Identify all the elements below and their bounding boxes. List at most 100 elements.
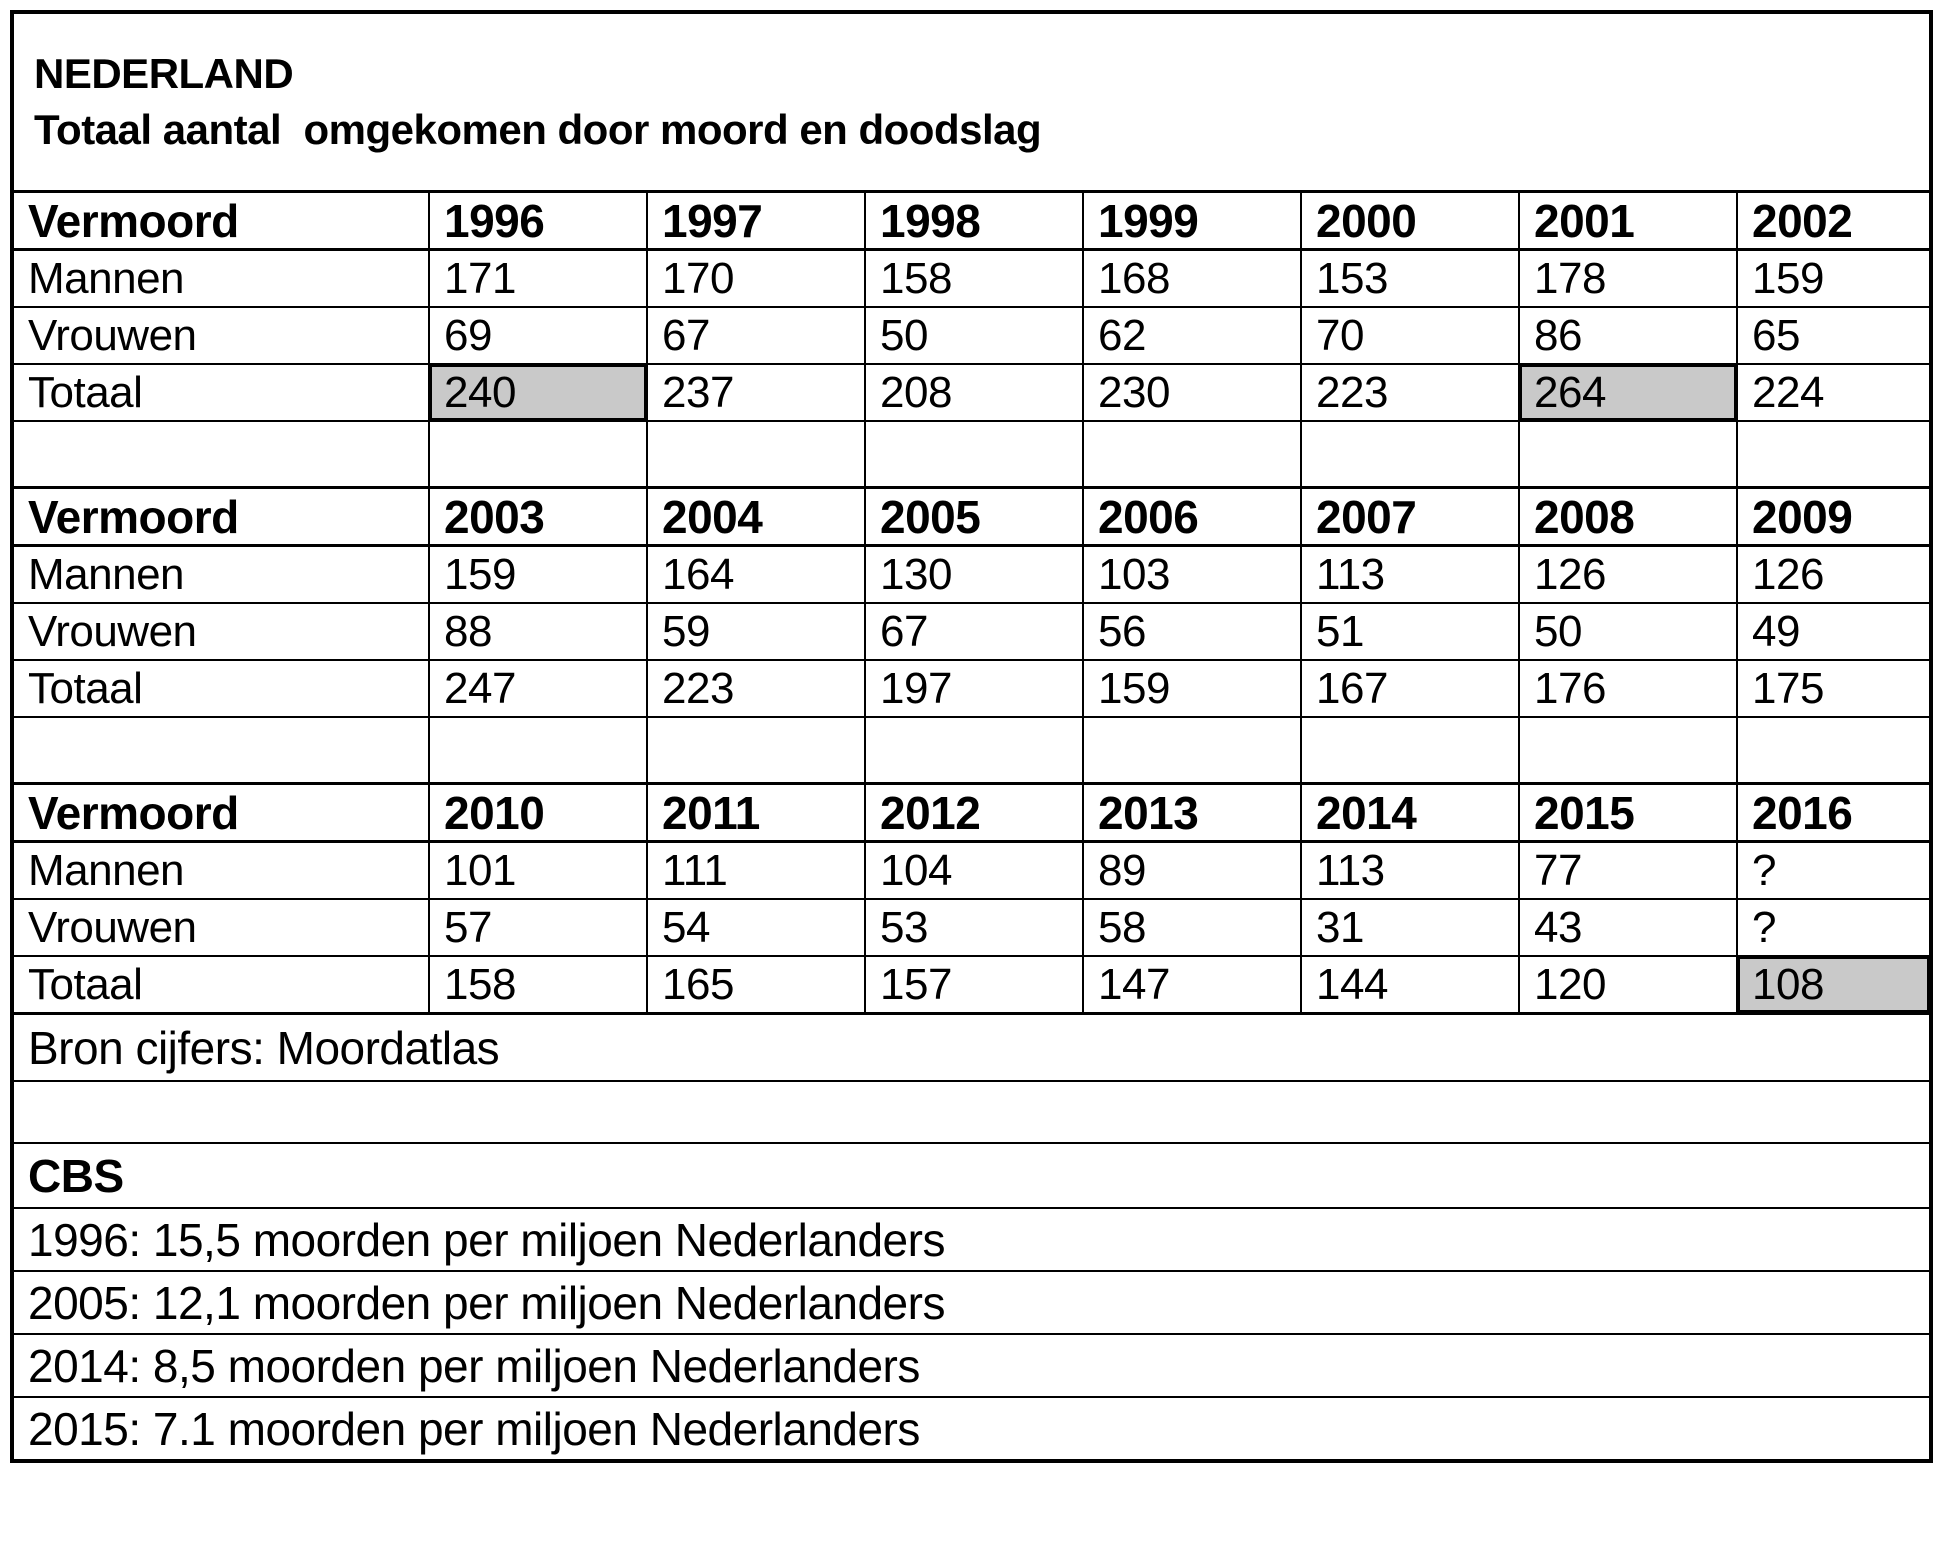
year-header-cell: 2005 — [864, 486, 1084, 547]
value-cell: 113 — [1300, 544, 1520, 604]
table-row-vrouwen: Vrouwen 88 59 67 56 51 50 49 — [11, 602, 1933, 661]
value-cell: 153 — [1300, 248, 1520, 308]
sheet-title: NEDERLAND — [34, 50, 294, 97]
block-header-label: Vermoord — [11, 782, 430, 843]
value-cell: 54 — [646, 898, 866, 957]
year-header-cell: 2011 — [646, 782, 866, 843]
value-cell: 86 — [1518, 306, 1738, 365]
table-row-totaal: Totaal 240 237 208 230 223 264 224 — [11, 363, 1933, 422]
value-cell: 159 — [1735, 248, 1933, 308]
table-row-mannen: Mannen 101 111 104 89 113 77? — [11, 840, 1933, 900]
value-cell: 89 — [1082, 840, 1302, 900]
year-header-cell: 2001 — [1518, 190, 1738, 251]
value-cell: 56 — [1082, 602, 1302, 661]
value-cell: 103 — [1082, 544, 1302, 604]
value-cell: 111 — [646, 840, 866, 900]
value-cell: 164 — [646, 544, 866, 604]
year-header-cell: 2003 — [428, 486, 648, 547]
value-cell: 237 — [646, 363, 866, 422]
spacer-cell — [646, 716, 866, 785]
row-label: Totaal — [11, 659, 430, 718]
spacer-cell — [1735, 420, 1933, 489]
table-row-mannen: Mannen 159 164 130 103 113 126 126 — [11, 544, 1933, 604]
sheet-subtitle: Totaal aantal omgekomen door moord en do… — [34, 106, 1042, 153]
value-cell: 165 — [646, 955, 866, 1015]
table-row-vrouwen: Vrouwen 57 54 53 58 31 43? — [11, 898, 1933, 957]
data-blocks-section: Vermoord 1996 1997 1998 1999 2000 2001 2002 Mann… — [11, 190, 1933, 1015]
row-label: Vrouwen — [11, 602, 430, 661]
value-cell: 170 — [646, 248, 866, 308]
value-cell: 224 — [1735, 363, 1933, 422]
year-header-cell: 2015 — [1518, 782, 1738, 843]
spacer-cell — [1518, 716, 1738, 785]
row-label: Vrouwen — [11, 898, 430, 957]
value-cell: 67 — [864, 602, 1084, 661]
value-cell: 67 — [646, 306, 866, 365]
row-label: Vrouwen — [11, 306, 430, 365]
value-cell: 31 — [1300, 898, 1520, 957]
value-cell: 167 — [1300, 659, 1520, 718]
value-cell: 223 — [646, 659, 866, 718]
title-cell: NEDERLAND Totaal aantal omgekomen door m… — [10, 11, 1933, 193]
value-cell: 247 — [428, 659, 648, 718]
empty-cell — [10, 1080, 1933, 1144]
value-cell: 159 — [1082, 659, 1302, 718]
spacer-cell — [428, 420, 648, 489]
cbs-stat-2015: 2015: 7.1 moorden per miljoen Nederlande… — [10, 1396, 1933, 1462]
value-cell: 158 — [428, 955, 648, 1015]
cbs-stat-row-2005: 2005: 12,1 moorden per miljoen Nederland… — [10, 1270, 1933, 1335]
cbs-stat-row-2015: 2015: 7.1 moorden per miljoen Nederlande… — [10, 1396, 1933, 1462]
year-header-cell: 2016 — [1735, 782, 1933, 843]
value-cell: 168 — [1082, 248, 1302, 308]
block-header-label: Vermoord — [11, 190, 430, 251]
source-note: Bron cijfers: Moordatlas — [10, 1012, 1933, 1082]
value-cell: 230 — [1082, 363, 1302, 422]
title-row: NEDERLAND Totaal aantal omgekomen door m… — [10, 11, 1933, 193]
spacer-row — [11, 420, 1933, 489]
table-row-totaal: Totaal 247 223 197 159 167 176 175 — [11, 659, 1933, 718]
spacer-cell — [1735, 716, 1933, 785]
row-label: Totaal — [11, 955, 430, 1015]
value-cell: 104 — [864, 840, 1084, 900]
value-cell: 144 — [1300, 955, 1520, 1015]
year-header-cell: 2002 — [1735, 190, 1933, 251]
table-row-vrouwen: Vrouwen 69 67 50 62 70 86 65 — [11, 306, 1933, 365]
spacer-cell — [1300, 716, 1520, 785]
row-label: Mannen — [11, 544, 430, 604]
value-cell: 157 — [864, 955, 1084, 1015]
cbs-stat-2005: 2005: 12,1 moorden per miljoen Nederland… — [10, 1270, 1933, 1335]
spacer-cell — [428, 716, 648, 785]
year-header-cell: 2014 — [1300, 782, 1520, 843]
year-header-cell: 2007 — [1300, 486, 1520, 547]
value-cell: 43 — [1518, 898, 1738, 957]
year-header-cell: 2012 — [864, 782, 1084, 843]
value-cell: 176 — [1518, 659, 1738, 718]
value-cell: 120 — [1518, 955, 1738, 1015]
year-header-cell: 2004 — [646, 486, 866, 547]
value-cell: 101 — [428, 840, 648, 900]
value-cell: ? — [1735, 898, 1933, 957]
value-cell: 70 — [1300, 306, 1520, 365]
cbs-stat-2014: 2014: 8,5 moorden per miljoen Nederlande… — [10, 1333, 1933, 1398]
value-cell: 62 — [1082, 306, 1302, 365]
value-cell: 49 — [1735, 602, 1933, 661]
value-cell-highlighted: 240 — [428, 363, 648, 422]
year-header-cell: 1997 — [646, 190, 866, 251]
block-header-row: Vermoord 2010 2011 2012 2013 2014 2015 2016 — [11, 782, 1933, 843]
cbs-stat-row-2014: 2014: 8,5 moorden per miljoen Nederlande… — [10, 1333, 1933, 1398]
year-header-cell: 2006 — [1082, 486, 1302, 547]
statistics-sheet: NEDERLAND Totaal aantal omgekomen door m… — [10, 10, 1934, 1463]
cbs-stat-row-1996: 1996: 15,5 moorden per miljoen Nederland… — [10, 1207, 1933, 1272]
value-cell-highlighted: 264 — [1518, 363, 1738, 422]
value-cell-highlighted: 108 — [1735, 955, 1933, 1015]
table-row-mannen: Mannen 171 170 158 168 153 178 159 — [11, 248, 1933, 308]
year-header-cell: 2013 — [1082, 782, 1302, 843]
value-cell: 130 — [864, 544, 1084, 604]
value-cell: 69 — [428, 306, 648, 365]
murder-statistics-table: NEDERLAND Totaal aantal omgekomen door m… — [10, 10, 1934, 1463]
source-row: Bron cijfers: Moordatlas — [10, 1012, 1933, 1082]
year-header-cell: 2008 — [1518, 486, 1738, 547]
value-cell: 53 — [864, 898, 1084, 957]
spacer-cell — [864, 420, 1084, 489]
spacer-cell — [11, 716, 430, 785]
